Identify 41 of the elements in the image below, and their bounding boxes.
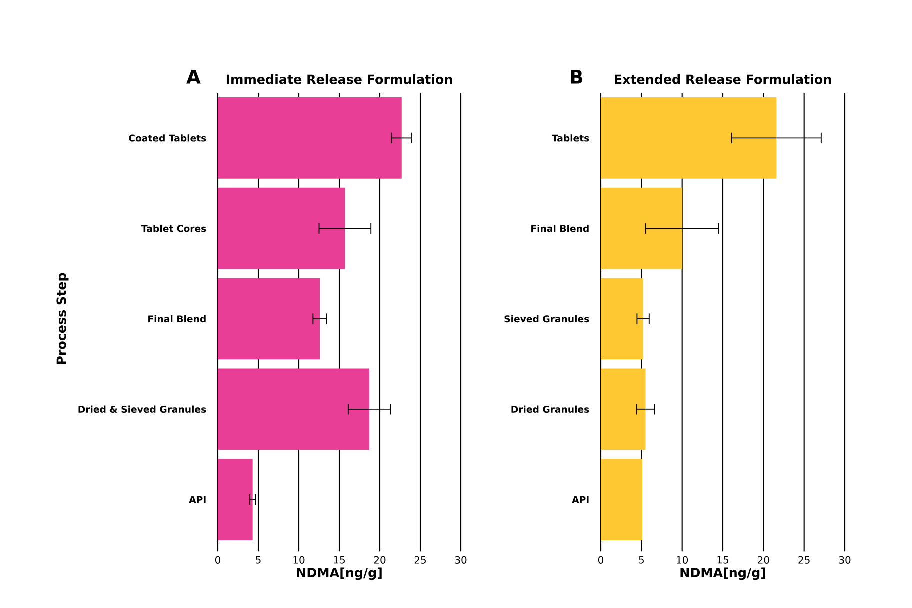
x-tick-label: 15: [718, 556, 728, 564]
bar: [218, 459, 253, 540]
x-tick-label: 20: [758, 556, 770, 564]
x-tick-label: 30: [455, 556, 467, 564]
chart-title: Extended Release Formulation: [615, 74, 832, 84]
x-tick-label: 20: [374, 556, 386, 564]
x-tick-label: 10: [677, 556, 688, 564]
y-tick-label: Tablets: [552, 134, 590, 142]
bar: [218, 368, 370, 450]
x-tick-label: 5: [256, 556, 261, 564]
y-axis-title: Process Step: [56, 273, 69, 364]
x-tick-label: 30: [839, 556, 851, 564]
y-tick-label: Dried Granules: [512, 406, 590, 414]
x-tick-label: 25: [798, 556, 810, 564]
x-tick-label: 10: [294, 556, 305, 564]
x-tick-label: 5: [639, 556, 644, 564]
x-tick-label: 15: [334, 556, 345, 564]
x-tick-label: 25: [414, 556, 426, 564]
bar: [601, 459, 642, 540]
y-tick-label: API: [572, 496, 589, 504]
text: B: [571, 70, 582, 84]
x-axis-title: NDMA[ng/g]: [680, 568, 766, 580]
y-tick-label: Final Blend: [148, 315, 206, 323]
bar: [218, 98, 402, 179]
bar: [601, 188, 682, 270]
y-tick-label: Final Blend: [532, 225, 589, 232]
y-tick-label: Sieved Granules: [504, 315, 590, 323]
y-tick-label: API: [189, 496, 206, 504]
bar: [218, 188, 346, 270]
text: A: [186, 70, 201, 84]
y-tick-label: Coated Tablets: [129, 134, 206, 142]
x-tick-label: 0: [215, 556, 221, 564]
x-tick-label: 0: [598, 556, 604, 564]
bar: [601, 278, 644, 360]
x-axis-title: NDMA[ng/g]: [297, 568, 382, 580]
y-tick-label: Tablet Cores: [142, 225, 206, 232]
y-tick-label: Dried & Sieved Granules: [78, 406, 206, 414]
bar: [601, 98, 777, 179]
bar: [601, 368, 646, 450]
chart-title: Immediate Release Formulation: [226, 74, 452, 84]
bar: [218, 278, 320, 360]
